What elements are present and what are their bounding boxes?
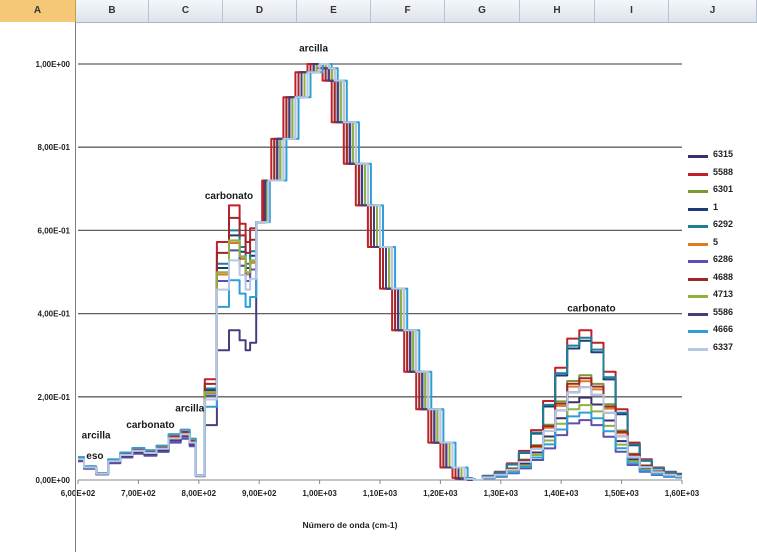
legend-swatch (688, 277, 708, 281)
column-header-j[interactable]: J (669, 0, 757, 22)
legend-label: 5586 (713, 306, 734, 317)
legend-item: 1 (686, 201, 754, 219)
legend-item: 5588 (686, 166, 754, 184)
y-tick-label: 1,00E+00 (36, 60, 71, 69)
legend-swatch (688, 190, 708, 193)
legend-item: 4666 (686, 323, 754, 341)
column-header-e[interactable]: E (297, 0, 371, 22)
legend-item: 6286 (686, 253, 754, 271)
legend-item: 6292 (686, 218, 754, 236)
x-tick-label: 1,00E+03 (302, 489, 337, 498)
y-tick-label: 6,00E-01 (38, 226, 71, 235)
column-header-i[interactable]: I (595, 0, 669, 22)
y-tick-label: 4,00E-01 (38, 310, 71, 319)
legend-label: 5 (713, 236, 719, 247)
annotation-label: arcilla (299, 44, 328, 55)
legend-swatch (688, 155, 708, 158)
legend-item: 5 (686, 236, 754, 254)
x-tick-label: 1,50E+03 (604, 489, 639, 498)
legend-label: 6286 (713, 254, 734, 264)
legend-label: 6315 (713, 149, 734, 159)
column-header-d[interactable]: D (223, 0, 297, 22)
legend-item: 4688 (686, 271, 754, 289)
annotation-label: carbonato (126, 420, 174, 431)
legend-swatch (688, 172, 708, 176)
x-axis-title: Número de onda (cm-1) (303, 520, 398, 530)
legend-swatch (688, 242, 708, 246)
annotation-label: carbonato (205, 191, 253, 202)
column-header-c[interactable]: C (149, 0, 223, 22)
legend-swatch (688, 330, 708, 333)
legend-item: 6315 (686, 148, 754, 166)
annotation-label: carbonato (567, 304, 615, 315)
legend-label: 4688 (713, 271, 734, 282)
row-area (0, 22, 75, 552)
legend-label: 6337 (713, 341, 734, 352)
legend-label: 6301 (713, 184, 734, 194)
x-tick-label: 9,00E+02 (242, 489, 277, 498)
spectra-chart: 0,00E+00 2,00E-01 4,00E-01 6,00E-01 8,00E-01… (36, 44, 700, 530)
column-header-f[interactable]: F (371, 0, 445, 22)
y-tick-label: 8,00E-01 (38, 143, 71, 152)
x-tick-label: 1,60E+03 (665, 489, 700, 498)
legend-label: 4713 (713, 289, 734, 299)
series-line-6337 (78, 63, 682, 481)
y-tick-label: 0,00E+00 (36, 476, 71, 485)
legend-swatch (688, 260, 708, 263)
annotation-label: eso (86, 451, 103, 462)
legend-swatch (688, 295, 708, 298)
legend-swatch (688, 312, 708, 316)
x-tick-label: 7,00E+02 (121, 489, 156, 498)
annotation-label: arcilla (82, 430, 111, 441)
annotation-label: arcilla (175, 403, 204, 414)
legend-label: 4666 (713, 324, 734, 334)
legend-item: 5586 (686, 306, 754, 324)
legend-swatch (688, 207, 708, 211)
legend-label: 1 (713, 201, 719, 212)
x-tick-label: 8,00E+02 (182, 489, 217, 498)
x-tick-label: 1,10E+03 (363, 489, 398, 498)
chart-legend: 6315 5588 6301 1 6292 5 6286 4688 4713 5586 4666 63… (686, 148, 754, 358)
column-header-b[interactable]: B (76, 0, 149, 22)
column-a-border (75, 22, 76, 552)
legend-swatch (688, 347, 708, 351)
column-header-h[interactable]: H (520, 0, 595, 22)
column-header-g[interactable]: G (445, 0, 520, 22)
column-header-a[interactable]: A (0, 0, 76, 22)
legend-label: 5588 (713, 166, 734, 177)
legend-item: 6337 (686, 341, 754, 359)
x-tick-label: 1,40E+03 (544, 489, 579, 498)
x-tick-label: 1,30E+03 (484, 489, 519, 498)
x-tick-label: 6,00E+02 (61, 489, 96, 498)
legend-swatch (688, 225, 708, 228)
legend-label: 6292 (713, 219, 734, 229)
x-tick-label: 1,20E+03 (423, 489, 458, 498)
y-tick-label: 2,00E-01 (38, 393, 71, 402)
column-header-bar: A B C D E F G H I J (0, 0, 757, 23)
legend-item: 6301 (686, 183, 754, 201)
legend-item: 4713 (686, 288, 754, 306)
